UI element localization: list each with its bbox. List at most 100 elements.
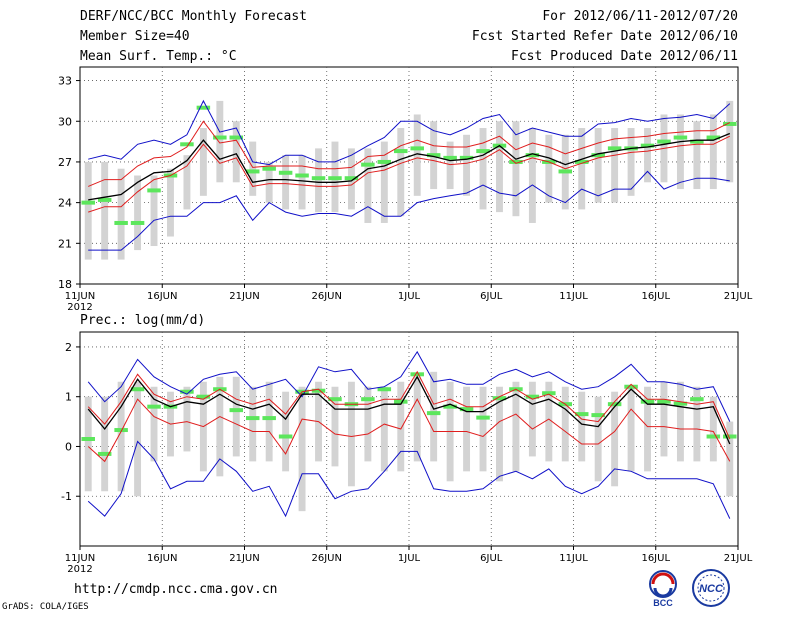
precipitation-median-mark [542,391,556,396]
temperature-series-mean-sd [88,135,731,213]
precipitation-box [282,391,290,472]
source-url[interactable]: http://cmdp.ncc.cma.gov.cn [74,582,278,597]
temperature-median-mark [476,149,490,154]
precipitation-median-mark [147,404,161,409]
precipitation-box [644,386,651,472]
temperature-box [644,128,651,183]
temperature-median-mark [81,200,95,205]
precipitation-box [117,381,125,492]
temperature-xtick-label: 16JUN [147,291,177,302]
precipitation-box [331,386,339,467]
precipitation-median-mark [591,413,605,418]
temperature-xtick-label: 6JUL [480,291,503,302]
temperature-ytick-label: 18 [58,278,72,291]
temperature-variable-label: Mean Surf. Temp.: °C [80,49,237,64]
precipitation-box [298,386,306,512]
precipitation-series-max [87,350,731,422]
precipitation-box [611,391,619,487]
temperature-median-mark [328,176,342,181]
precipitation-median-mark [690,397,704,402]
precipitation-box [183,386,191,452]
precipitation-median-mark [607,402,622,407]
precipitation-ytick-label: -1 [61,490,72,503]
precipitation-median-mark [262,416,276,421]
precipitation-median-mark [278,434,293,439]
precipitation-box [545,381,553,462]
temperature-box [463,134,471,196]
temperature-box [101,161,109,260]
temperature-ytick-label: 33 [58,75,72,88]
temperature-box [199,128,207,196]
precipitation-median-mark [394,399,408,404]
precipitation-box [512,381,520,472]
temperature-median-mark [344,176,359,181]
temperature-box [183,155,191,210]
temperature-median-mark [377,159,392,164]
temperature-median-mark [196,105,211,110]
temperature-ytick-label: 24 [58,197,72,210]
fcst-started-label: Fcst Started Refer Date 2012/06/10 [471,29,738,44]
temperature-median-mark [410,146,424,151]
temperature-box [726,100,734,183]
temperature-box [545,134,553,203]
member-size-label: Member Size=40 [80,29,190,44]
temperature-median-mark [690,139,704,144]
precipitation-xtick-label: 6JUL [480,553,503,564]
bcc-logo-text: BCC [653,598,673,608]
temperature-median-mark [607,146,622,151]
temperature-median-mark [657,139,671,144]
precipitation-box [249,386,257,462]
precipitation-box [150,386,158,462]
temperature-box [676,114,684,190]
grads-credit: GrADS: COLA/IGES [2,602,89,612]
temperature-box [315,148,322,213]
precipitation-series-mean-sd [87,398,731,463]
temperature-box [282,155,290,210]
ncc-logo: NCC [692,569,730,607]
precipitation-variable-label: Prec.: log(mm/d) [80,313,205,328]
temperature-median-mark [361,162,375,167]
precipitation-box [232,376,240,457]
precipitation-box [397,381,405,472]
precipitation-series-min [87,440,731,519]
precipitation-median-mark [525,394,540,399]
precipitation-median-mark [476,415,490,420]
precipitation-box [676,381,684,462]
precipitation-box [528,381,536,457]
precipitation-series-mean [87,375,731,445]
precipitation-median-mark [130,387,145,392]
precipitation-xtick-label: 11JUN [65,553,95,564]
precipitation-box [413,376,421,462]
temperature-median-mark [706,135,721,140]
temperature-median-mark [147,188,161,193]
temperature-box [709,114,717,190]
temperature-xtick-sublabel: 2012 [67,302,92,313]
precipitation-box [216,376,224,477]
temperature-box [578,128,586,210]
temperature-median-mark [394,149,408,154]
precipitation-box [709,396,717,462]
precipitation-ytick-label: 1 [65,391,72,404]
temperature-box [397,128,405,217]
precipitation-box [660,381,668,457]
precipitation-ytick-label: 2 [65,341,72,354]
fcst-produced-label: Fcst Produced Date 2012/06/11 [511,49,738,64]
temperature-xtick-label: 16JUL [641,291,670,302]
precipitation-median-mark [97,451,112,456]
precipitation-median-mark [361,397,375,402]
temperature-xtick-label: 21JUL [724,291,753,302]
precipitation-series-mean-sd [87,370,731,440]
precipitation-box [364,386,372,462]
precipitation-median-mark [328,397,342,402]
temperature-median-mark [459,155,474,160]
temperature-box [150,175,158,247]
precipitation-box [101,396,109,492]
temperature-median-mark [443,155,457,160]
precipitation-xtick-sublabel: 2012 [67,564,92,575]
temperature-xtick-label: 26JUN [312,291,342,302]
temperature-xtick-label: 21JUN [229,291,259,302]
temperature-median-mark [525,153,540,158]
temperature-box [117,168,125,260]
